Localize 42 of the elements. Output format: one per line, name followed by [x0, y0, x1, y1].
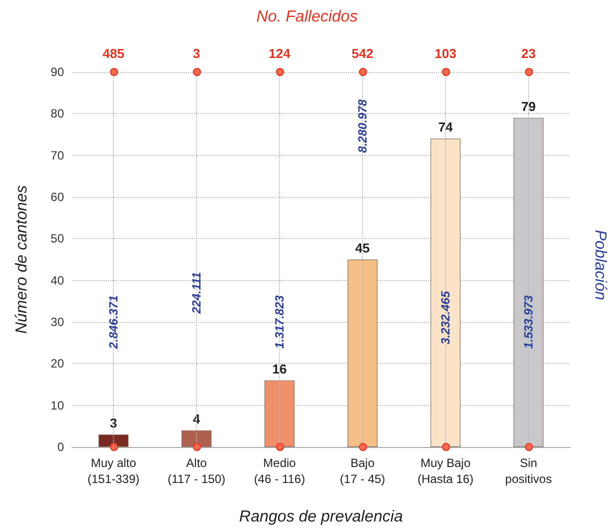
y-tick-label: 50	[50, 232, 64, 246]
annotation: 224.111	[190, 272, 204, 315]
data-label: 16	[272, 361, 287, 376]
data-label: 45	[355, 240, 370, 256]
ref-line-label: 542	[352, 46, 374, 61]
annotation: 1.533.973	[522, 294, 536, 349]
ref-line-label: 124	[268, 46, 292, 61]
bar	[264, 380, 294, 447]
y-axis-title: Número de cantones	[14, 185, 30, 334]
bar	[98, 434, 128, 447]
y2-axis-title: Población	[592, 230, 608, 300]
y-tick-label: 0	[57, 440, 64, 454]
y-tick-label: 60	[50, 190, 64, 204]
ref-line-label: 485	[102, 46, 124, 61]
ref-line-label: 103	[434, 46, 456, 61]
x-tick-label: Sin positivos	[505, 456, 552, 486]
data-label: 74	[438, 120, 454, 135]
data-label: 79	[521, 98, 536, 114]
x-tick-label: Alto (117 - 150)	[168, 456, 226, 486]
y-tick-label: 20	[50, 356, 64, 371]
y-tick-label: 40	[50, 273, 64, 288]
y-tick-label: 30	[50, 315, 64, 329]
bar	[430, 138, 460, 447]
annotation: 1.317.823	[272, 294, 286, 349]
x-tick-label: Medio (46 - 116)	[254, 456, 306, 486]
y-tick-label: 80	[50, 106, 64, 121]
annotation: 3.232.465	[438, 290, 452, 345]
bar	[514, 118, 544, 447]
x-axis-title: Rangos de prevalencia	[239, 508, 403, 526]
y-tick-label: 10	[50, 398, 64, 412]
y-tick-label: 90	[50, 65, 64, 79]
bar	[348, 260, 378, 447]
annotation: 8.280.978	[356, 99, 370, 153]
ref-line-label: 3	[192, 46, 200, 61]
annotation: 2.846.371	[106, 294, 120, 350]
ref-line-label: 23	[521, 46, 536, 61]
x-tick-label: Muy Bajo (Hasta 16)	[417, 456, 474, 486]
bar	[182, 430, 212, 447]
x-tick-label: Bajo (17 - 45)	[340, 456, 386, 486]
chart-title: No. Fallecidos	[256, 8, 358, 26]
x-tick-label: Muy alto (151-339)	[87, 456, 140, 486]
y-tick-label: 70	[50, 148, 64, 162]
